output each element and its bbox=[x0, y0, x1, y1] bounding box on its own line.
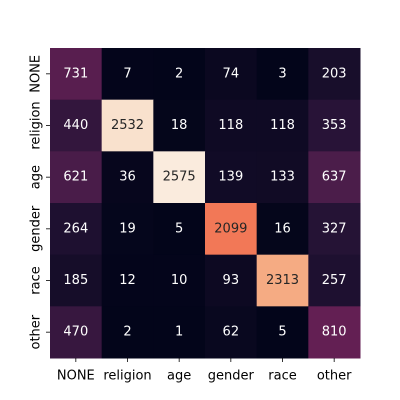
cell-label-race-gender: 93 bbox=[223, 273, 240, 288]
cell-label-gender-none: 264 bbox=[63, 221, 88, 236]
x-tick-label-age: age bbox=[167, 369, 191, 384]
cell-race-gender bbox=[205, 254, 258, 307]
cell-religion-gender bbox=[205, 99, 258, 152]
x-tick-label-gender: gender bbox=[208, 369, 255, 384]
y-tick-label-other: other bbox=[29, 314, 44, 349]
cell-label-age-other: 637 bbox=[322, 170, 347, 185]
cell-label-age-none: 621 bbox=[63, 170, 88, 185]
y-tick-label-race: race bbox=[29, 266, 44, 294]
cell-gender-none bbox=[50, 203, 103, 256]
cell-gender-gender bbox=[205, 203, 258, 256]
cell-other-religion bbox=[101, 306, 154, 359]
cell-gender-other bbox=[308, 203, 361, 256]
cell-religion-race bbox=[256, 99, 309, 152]
cell-none-none bbox=[50, 48, 103, 101]
cell-none-other bbox=[308, 48, 361, 101]
cell-label-age-gender: 139 bbox=[218, 170, 243, 185]
x-axis: NONE religion age gender race other bbox=[57, 358, 352, 384]
cell-label-gender-other: 327 bbox=[322, 221, 347, 236]
cell-other-race bbox=[256, 306, 309, 359]
cell-label-other-gender: 62 bbox=[223, 325, 240, 340]
cell-religion-other bbox=[308, 99, 361, 152]
cell-label-religion-age: 18 bbox=[171, 118, 188, 133]
cell-label-religion-gender: 118 bbox=[218, 118, 243, 133]
cell-label-religion-race: 118 bbox=[270, 118, 295, 133]
cell-age-none bbox=[50, 151, 103, 204]
cell-label-none-race: 3 bbox=[278, 66, 286, 81]
cell-age-religion bbox=[101, 151, 154, 204]
cell-label-race-other: 257 bbox=[322, 273, 347, 288]
cell-race-other bbox=[308, 254, 361, 307]
cell-label-race-age: 10 bbox=[171, 273, 188, 288]
cell-religion-religion bbox=[101, 99, 154, 152]
cell-race-religion bbox=[101, 254, 154, 307]
cell-age-age bbox=[153, 151, 206, 204]
cell-label-none-none: 731 bbox=[63, 66, 88, 81]
cell-label-gender-race: 16 bbox=[274, 221, 291, 236]
cell-label-gender-gender: 2099 bbox=[214, 221, 247, 236]
cell-label-none-other: 203 bbox=[322, 66, 347, 81]
cell-label-other-race: 5 bbox=[278, 325, 286, 340]
cell-label-gender-religion: 19 bbox=[119, 221, 136, 236]
cell-race-age bbox=[153, 254, 206, 307]
cell-none-gender bbox=[205, 48, 258, 101]
cell-religion-age bbox=[153, 99, 206, 152]
cell-age-race bbox=[256, 151, 309, 204]
cell-other-age bbox=[153, 306, 206, 359]
cell-other-other bbox=[308, 306, 361, 359]
y-tick-label-none: NONE bbox=[29, 55, 44, 93]
cell-label-age-religion: 36 bbox=[119, 170, 136, 185]
cell-gender-religion bbox=[101, 203, 154, 256]
x-tick-label-none: NONE bbox=[57, 369, 95, 384]
cell-label-none-gender: 74 bbox=[223, 66, 240, 81]
x-tick-label-other: other bbox=[317, 369, 352, 384]
y-tick-label-age: age bbox=[29, 165, 44, 189]
cell-none-age bbox=[153, 48, 206, 101]
cell-label-none-age: 2 bbox=[175, 66, 183, 81]
x-tick-label-race: race bbox=[268, 369, 296, 384]
heatmap-cells bbox=[50, 48, 361, 359]
cell-other-gender bbox=[205, 306, 258, 359]
cell-none-race bbox=[256, 48, 309, 101]
cell-label-age-age: 2575 bbox=[163, 170, 196, 185]
cell-label-religion-none: 440 bbox=[63, 118, 88, 133]
cell-label-race-race: 2313 bbox=[266, 273, 299, 288]
cell-label-race-none: 185 bbox=[63, 273, 88, 288]
cell-label-other-religion: 2 bbox=[123, 325, 131, 340]
y-axis: NONE religion age gender race other bbox=[29, 55, 50, 349]
cell-religion-none bbox=[50, 99, 103, 152]
cell-gender-race bbox=[256, 203, 309, 256]
y-tick-label-gender: gender bbox=[29, 205, 44, 252]
cell-label-other-none: 470 bbox=[63, 325, 88, 340]
cell-label-age-race: 133 bbox=[270, 170, 295, 185]
cell-label-religion-other: 353 bbox=[322, 118, 347, 133]
cell-none-religion bbox=[101, 48, 154, 101]
cell-label-other-age: 1 bbox=[175, 325, 183, 340]
cell-label-none-religion: 7 bbox=[123, 66, 131, 81]
cell-race-none bbox=[50, 254, 103, 307]
cell-age-gender bbox=[205, 151, 258, 204]
cell-gender-age bbox=[153, 203, 206, 256]
cell-race-race bbox=[256, 254, 309, 307]
y-tick-label-religion: religion bbox=[29, 101, 44, 149]
cell-label-gender-age: 5 bbox=[175, 221, 183, 236]
cell-other-none bbox=[50, 306, 103, 359]
cell-age-other bbox=[308, 151, 361, 204]
x-tick-label-religion: religion bbox=[103, 369, 151, 384]
cell-label-religion-religion: 2532 bbox=[111, 118, 144, 133]
cell-label-race-religion: 12 bbox=[119, 273, 136, 288]
cell-label-other-other: 810 bbox=[322, 325, 347, 340]
